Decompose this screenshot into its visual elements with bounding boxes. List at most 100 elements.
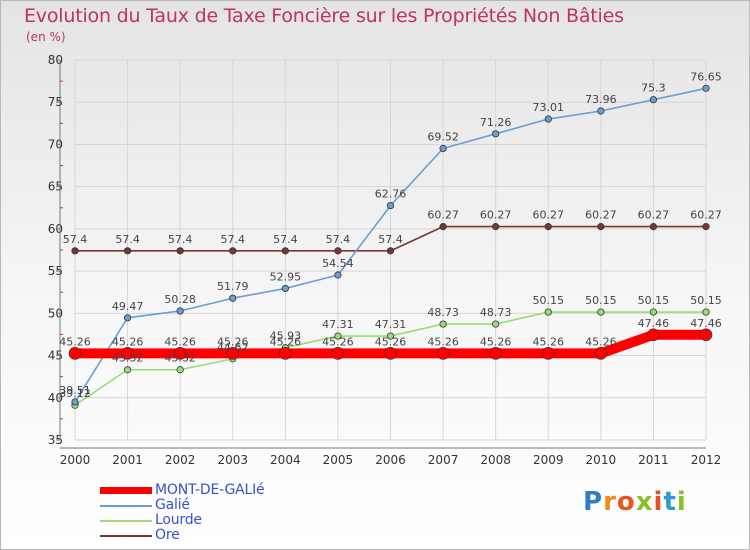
data-point <box>649 223 658 231</box>
y-tick-label: 55 <box>48 264 63 278</box>
data-label: 47.31 <box>375 318 407 331</box>
x-tick-label: 2005 <box>323 453 354 467</box>
data-label: 60.27 <box>638 209 670 222</box>
data-point <box>386 201 395 210</box>
data-label: 44.62 <box>217 341 249 354</box>
x-tick-label: 2004 <box>270 453 301 467</box>
data-label: 57.4 <box>115 233 140 246</box>
data-label: 45.26 <box>217 335 249 348</box>
data-point <box>334 247 342 255</box>
data-label: 45.26 <box>112 335 144 348</box>
data-label: 45.26 <box>533 335 565 348</box>
y-tick-label: 70 <box>48 137 63 151</box>
axis-layer: 35 40 45 50 55 60 65 70 75 80 2000 2001 2002 2003 2004… <box>48 53 722 467</box>
data-label: 49.47 <box>112 300 144 313</box>
data-label: 45.26 <box>59 335 91 348</box>
x-tick-label: 2010 <box>586 453 617 467</box>
data-label: 45.26 <box>585 335 617 348</box>
legend-swatch <box>100 520 152 522</box>
data-label: 50.15 <box>585 294 617 307</box>
data-point <box>121 347 134 360</box>
legend-label: Galié <box>155 497 190 513</box>
series-layer <box>68 84 713 409</box>
x-tick-label: 2001 <box>112 453 143 467</box>
x-tick-label: 2007 <box>428 453 459 467</box>
data-label: 52.95 <box>270 270 302 283</box>
y-tick-label: 40 <box>48 391 63 405</box>
data-label: 60.27 <box>480 209 512 222</box>
data-label-layer: 45.26 45.26 45.26 45.26 45.26 45.26 45.26 45.26… <box>59 70 722 400</box>
legend-label: Lourde <box>155 512 202 528</box>
data-point <box>281 247 289 255</box>
data-label: 60.27 <box>585 209 617 222</box>
x-tick-label: 2009 <box>533 453 564 467</box>
data-point <box>334 332 342 340</box>
data-label: 50.15 <box>533 294 565 307</box>
data-label: 69.52 <box>427 130 459 143</box>
legend-label: MONT-DE-GALIé <box>155 482 265 498</box>
legend-label: Ore <box>155 527 180 543</box>
data-point <box>123 366 132 374</box>
data-label: 60.27 <box>690 209 722 222</box>
chart-title: Evolution du Taux de Taxe Foncière sur l… <box>24 5 624 27</box>
data-point <box>492 223 500 231</box>
data-point <box>71 247 79 255</box>
x-tick-label: 2012 <box>691 453 722 467</box>
data-point <box>176 366 184 374</box>
x-tick-label: 2003 <box>217 453 248 467</box>
legend-swatch <box>100 487 152 494</box>
data-label: 45.26 <box>270 335 302 348</box>
x-tick-label: 2002 <box>165 453 196 467</box>
x-tick-label: 2006 <box>375 453 406 467</box>
data-label: 60.27 <box>427 209 459 222</box>
data-label: 57.4 <box>221 233 246 246</box>
data-label: 73.96 <box>585 93 617 106</box>
data-point <box>594 347 608 360</box>
data-point <box>544 115 552 123</box>
data-point <box>384 347 397 360</box>
y-tick-label: 60 <box>48 222 63 236</box>
data-label: 51.79 <box>217 280 249 293</box>
y-tick-label: 35 <box>48 433 63 447</box>
data-point <box>176 247 184 255</box>
data-point <box>331 347 345 360</box>
proxiti-logo: Proxiti <box>583 487 687 517</box>
data-point <box>439 144 447 153</box>
data-point <box>544 308 552 316</box>
data-point <box>226 347 240 360</box>
logo-letter: i <box>676 487 687 517</box>
data-label: 45.26 <box>480 335 512 348</box>
data-point <box>71 398 79 406</box>
data-point <box>386 332 395 340</box>
data-label: 39.51 <box>59 384 91 397</box>
data-point <box>649 308 658 316</box>
data-label: 57.4 <box>168 233 193 246</box>
data-point <box>386 247 395 255</box>
data-point <box>597 308 605 316</box>
data-point <box>229 294 237 302</box>
x-tick-label: 2000 <box>60 453 91 467</box>
data-point <box>281 284 289 293</box>
y-tick-label: 45 <box>48 349 63 363</box>
data-point <box>647 328 660 342</box>
data-label: 45.26 <box>375 335 407 348</box>
data-label: 60.27 <box>533 209 565 222</box>
data-point <box>229 247 237 255</box>
data-label: 57.4 <box>378 233 403 246</box>
data-point <box>702 223 710 231</box>
data-label: 45.26 <box>322 335 354 348</box>
logo-letter: r <box>603 487 617 517</box>
data-point <box>492 130 500 138</box>
data-point <box>649 96 658 104</box>
data-point <box>68 347 82 360</box>
data-label: 47.31 <box>322 318 354 331</box>
y-tick-label: 65 <box>48 180 63 194</box>
data-label: 43.32 <box>164 352 196 365</box>
data-label: 43.32 <box>112 352 144 365</box>
x-tick-label: 2011 <box>638 453 669 467</box>
data-label: 39.12 <box>59 387 91 400</box>
data-point <box>436 347 450 360</box>
data-point <box>123 247 132 255</box>
data-point <box>334 271 342 279</box>
